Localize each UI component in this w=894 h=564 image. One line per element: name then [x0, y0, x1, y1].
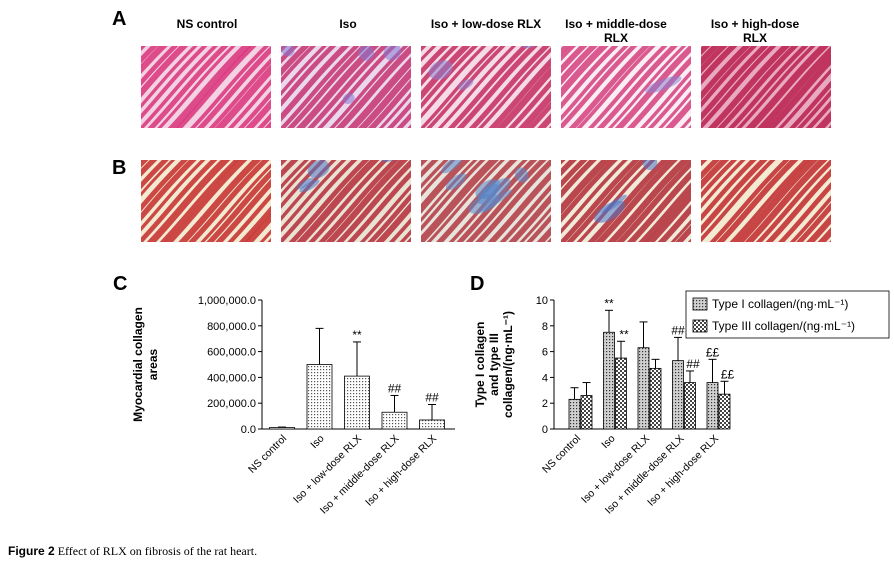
bar-type-iii-4 [684, 382, 696, 430]
micrograph-b-3 [421, 160, 551, 242]
column-label-ns-control: NS control [176, 17, 238, 31]
micrograph-a-4 [561, 46, 691, 128]
legend-entry: Type III collagen/(ng·mL⁻¹) [712, 319, 855, 333]
significance-label: ## [671, 323, 685, 337]
column-label-low-dose: Iso + low-dose RLX [430, 17, 542, 31]
y-tick-label: 10 [536, 295, 548, 307]
figure-caption: Figure 2 Effect of RLX on fibrosis of th… [8, 544, 257, 559]
micrograph-a-3 [421, 46, 551, 128]
significance-label: ## [686, 357, 700, 371]
chart-d: 0 2 4 6 8 10 Type I collagenand type IIIcollag… [474, 290, 890, 516]
legend-swatch [692, 319, 708, 333]
bar-type-iii-5 [718, 393, 731, 430]
bar-5 [419, 419, 445, 430]
x-tick-label: Iso + low-dose RLX [291, 433, 364, 506]
y-tick-label: 0 [542, 424, 548, 436]
significance-label: ## [425, 390, 439, 404]
chart-c: 0.0 200,000.0 400,000.0 600,000.0 800,000.0 1… [131, 295, 455, 516]
y-tick-label: 6 [542, 347, 548, 359]
bar-3 [344, 375, 370, 430]
micrograph-a-1 [141, 46, 271, 128]
bar-type-i-2 [603, 331, 615, 430]
panel-letter-c: C [113, 273, 128, 295]
panel-letter-d: D [470, 273, 485, 295]
y-tick-label: 2 [542, 398, 548, 410]
column-label-iso: Iso [339, 17, 357, 31]
x-tick-label: Iso [308, 433, 327, 452]
bar-2 [306, 364, 333, 430]
significance-label: ** [352, 328, 362, 342]
bar-type-i-5 [706, 382, 719, 430]
legend: Type I collagen/(ng·mL⁻¹) Type III collag… [685, 290, 890, 339]
bar-1 [269, 427, 295, 430]
bar-type-iii-2 [615, 357, 627, 430]
micrograph-b-2 [281, 160, 411, 242]
bar-type-iii-3 [649, 367, 662, 430]
column-label-middle-dose: Iso + middle-dose RLX [565, 17, 667, 45]
micrograph-a-5 [701, 46, 831, 128]
bar-type-i-4 [672, 360, 684, 430]
micrograph-b-4 [561, 160, 691, 242]
y-tick-label: 400,000.0 [207, 372, 256, 384]
legend-entry: Type I collagen/(ng·mL⁻¹) [712, 297, 848, 311]
caption-label: Figure 2 [8, 544, 55, 558]
panel-letter-b: B [112, 157, 127, 179]
y-tick-label: 4 [542, 372, 548, 384]
micrograph-a-2 [281, 46, 411, 128]
bar-type-i-3 [637, 347, 650, 430]
x-tick-label: NS control [540, 433, 583, 476]
y-tick-label: 8 [542, 321, 548, 333]
y-axis-label: Myocardial collagenareas [131, 307, 160, 422]
y-tick-label: 200,000.0 [207, 398, 256, 410]
bar-type-i-1 [568, 398, 581, 430]
panel-letter-a: A [112, 8, 127, 30]
significance-label: ## [388, 381, 402, 395]
y-tick-label: 600,000.0 [207, 347, 256, 359]
x-tick-label: Iso + high-dose RLX [363, 433, 439, 509]
column-label-high-dose: Iso + high-dose RLX [710, 17, 800, 45]
bar-type-iii-1 [580, 395, 593, 430]
y-tick-label: 800,000.0 [207, 321, 256, 333]
y-axis-label: Type I collagenand type IIIcollagen/(ng·… [474, 311, 515, 418]
significance-label: ££ [706, 345, 720, 359]
legend-swatch [692, 297, 708, 311]
significance-label: ** [619, 327, 629, 341]
y-tick-label: 0.0 [241, 424, 256, 436]
significance-label: ** [604, 296, 614, 310]
significance-label: ££ [721, 367, 735, 381]
micrograph-b-1 [141, 160, 271, 242]
bar-4 [381, 411, 408, 430]
x-tick-label: Iso [599, 433, 618, 452]
caption-text: Effect of RLX on fibrosis of the rat hea… [54, 544, 258, 558]
x-tick-label: NS control [246, 433, 289, 476]
y-tick-label: 1,000,000.0 [198, 295, 256, 307]
micrograph-b-5 [701, 160, 831, 242]
